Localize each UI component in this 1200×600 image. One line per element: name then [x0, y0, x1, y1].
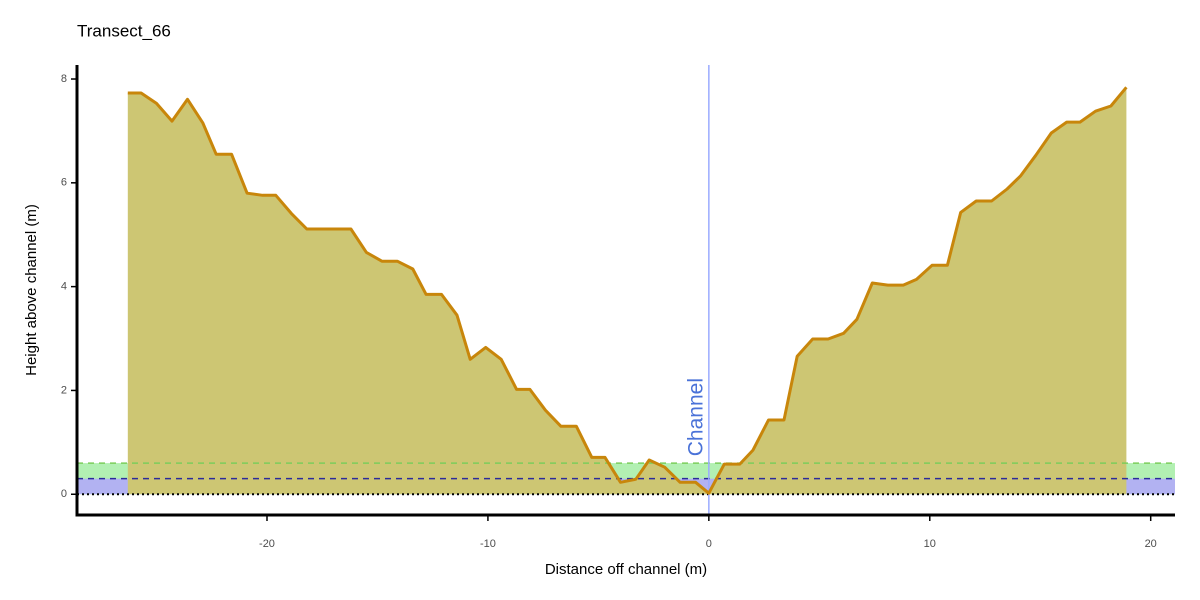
x-tick-label: -20: [259, 538, 275, 550]
chart-title: Transect_66: [77, 21, 171, 40]
x-axis-label: Distance off channel (m): [545, 561, 707, 578]
x-tick-label: 20: [1145, 538, 1157, 550]
channel-label: Channel: [684, 378, 707, 456]
area: [127, 87, 1127, 495]
x-tick-label: 0: [706, 538, 712, 550]
y-axis-label: Height above channel (m): [23, 204, 40, 376]
y-tick-label: 6: [61, 177, 67, 189]
x-tick-label: 10: [924, 538, 936, 550]
y-tick-label: 4: [61, 281, 67, 293]
y-tick-label: 8: [61, 73, 67, 85]
y-tick-label: 2: [61, 384, 67, 396]
y-tick-label: 0: [61, 488, 67, 500]
line: [127, 86, 1128, 495]
x-tick-label: -10: [480, 538, 496, 550]
